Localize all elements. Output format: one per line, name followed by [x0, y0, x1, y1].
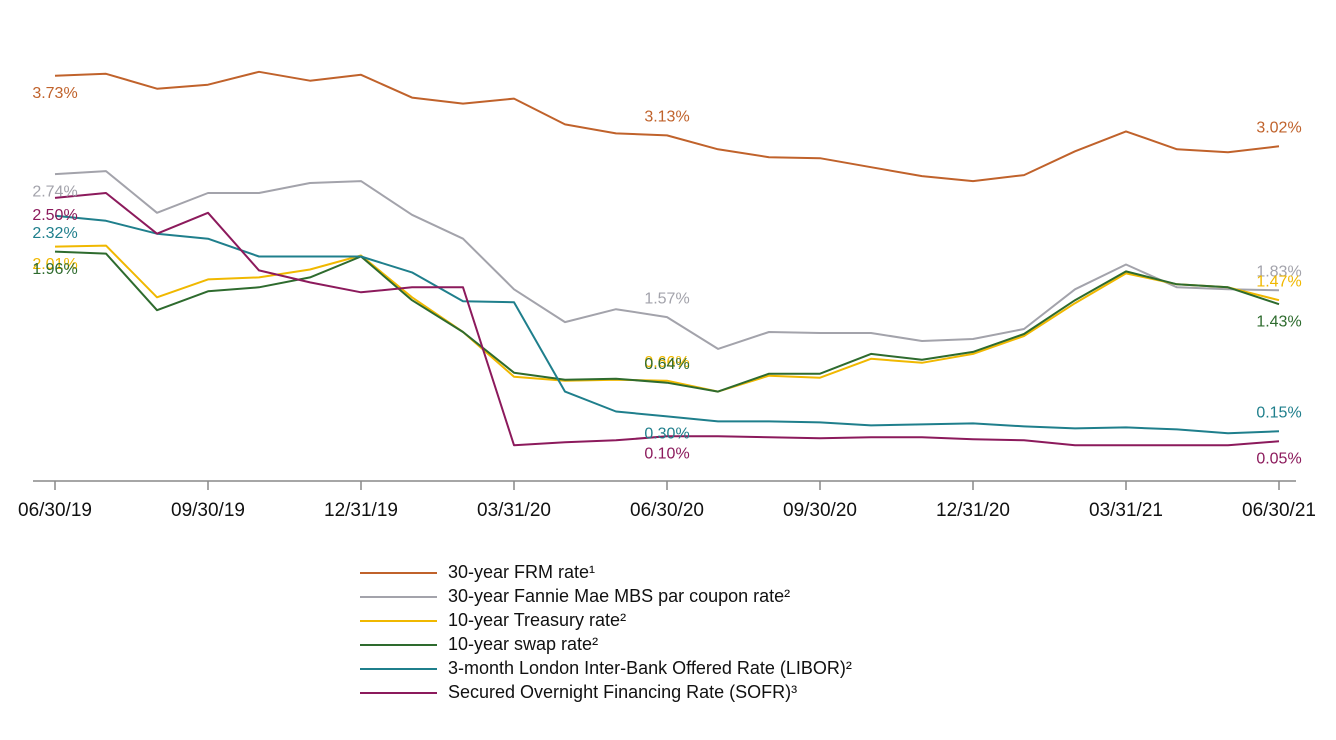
legend-label: 30-year FRM rate¹ [448, 562, 595, 582]
series-lines [54, 70, 1280, 447]
data-label: 3.13% [644, 109, 689, 126]
data-label: 3.02% [1256, 120, 1301, 137]
x-tick-label: 03/31/21 [1089, 500, 1163, 521]
x-tick-label: 06/30/19 [18, 500, 92, 521]
x-tick-label: 09/30/20 [783, 500, 857, 521]
series-line-3 [54, 244, 1280, 393]
x-tick-label: 09/30/19 [171, 500, 245, 521]
data-label: 1.57% [644, 290, 689, 307]
x-axis: 06/30/19 09/30/19 12/31/19 03/31/20 06/30/20… [18, 480, 1316, 521]
data-label: 0.66% [644, 354, 689, 371]
series-line-6 [54, 192, 1280, 447]
series-line-4 [54, 250, 1280, 393]
data-label: 0.64% [644, 356, 689, 373]
legend-item-secured-overnight-financing-rate-sofr: Secured Overnight Financing Rate (SOFR)³ [360, 682, 797, 702]
legend-item-30-year-frm-rate: 30-year FRM rate¹ [360, 562, 595, 582]
data-label: 0.05% [1256, 451, 1301, 468]
data-label: 1.47% [1256, 273, 1301, 290]
x-tick-label: 12/31/20 [936, 500, 1010, 521]
legend-label: 3-month London Inter-Bank Offered Rate (… [448, 658, 852, 678]
series-line-1 [54, 70, 1280, 183]
legend-label: 10-year Treasury rate² [448, 610, 626, 630]
data-label: 1.83% [1256, 264, 1301, 281]
legend-label: 30-year Fannie Mae MBS par coupon rate² [448, 586, 790, 606]
data-label: 1.43% [1256, 313, 1301, 330]
data-label: 3.73% [32, 85, 77, 102]
data-label: 2.32% [32, 225, 77, 242]
data-labels: 3.73% 3.13% 3.02% 2.74% 1.57% 1.83% 2.01% 0.66%… [32, 85, 1301, 468]
data-label: 0.15% [1256, 405, 1301, 422]
data-label: 2.74% [32, 183, 77, 200]
data-label: 0.10% [644, 446, 689, 463]
data-label: 2.50% [32, 207, 77, 224]
legend-item-10-year-treasury-rate: 10-year Treasury rate² [360, 610, 626, 630]
series-line-5 [54, 214, 1280, 435]
legend-item-3-month-london-inter-bank-offered-rate-libor: 3-month London Inter-Bank Offered Rate (… [360, 658, 852, 678]
data-label: 1.96% [32, 261, 77, 278]
x-tick-label: 06/30/20 [630, 500, 704, 521]
legend-item-10-year-swap-rate: 10-year swap rate² [360, 634, 598, 654]
x-tick-label: 12/31/19 [324, 500, 398, 521]
data-label: 2.01% [32, 256, 77, 273]
legend-label: Secured Overnight Financing Rate (SOFR)³ [448, 682, 797, 702]
legend: 30-year FRM rate¹ 30-year Fannie Mae MBS … [360, 562, 852, 702]
legend-label: 10-year swap rate² [448, 634, 598, 654]
series-line-2 [54, 170, 1280, 350]
legend-item-30-year-fannie-mae-mbs-par-coupon-rate: 30-year Fannie Mae MBS par coupon rate² [360, 586, 790, 606]
x-tick-label: 06/30/21 [1242, 500, 1316, 521]
data-label: 0.30% [644, 426, 689, 443]
x-tick-label: 03/31/20 [477, 500, 551, 521]
